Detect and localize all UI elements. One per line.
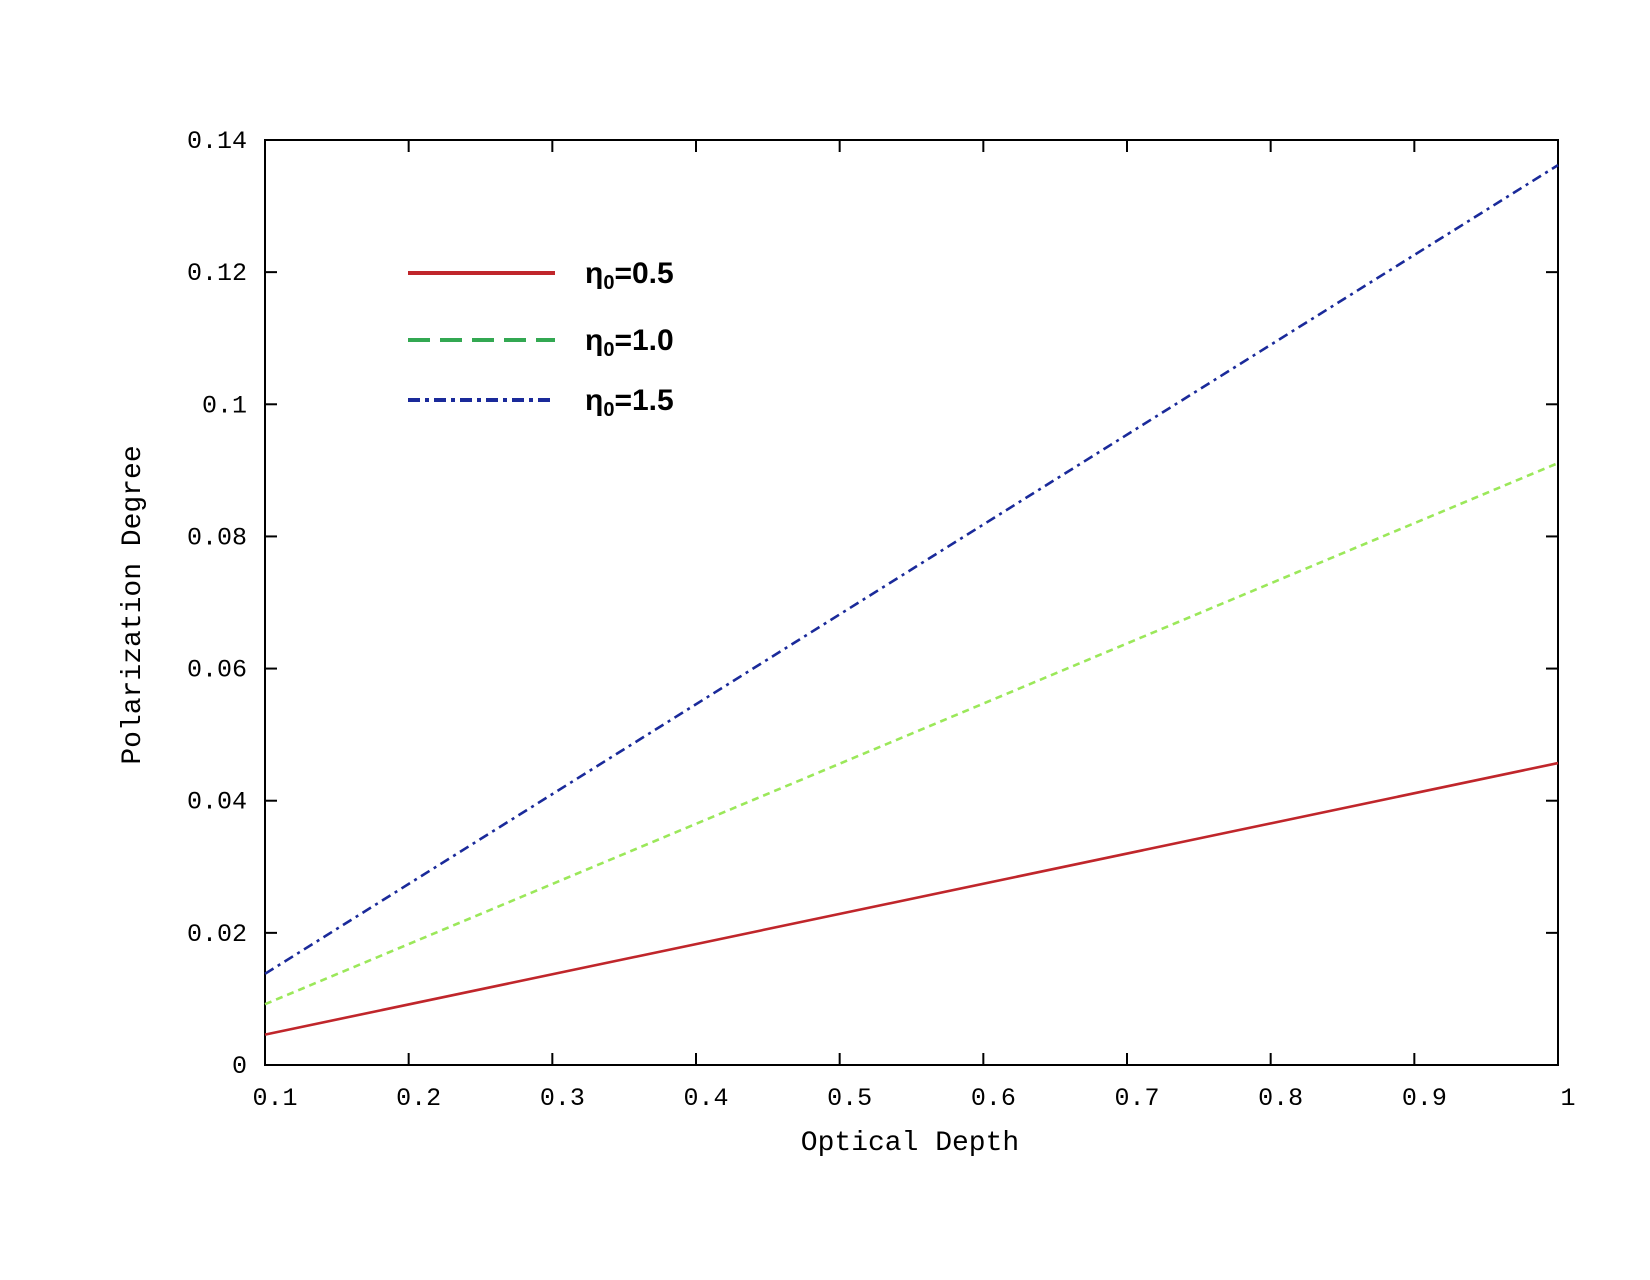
series-line-3	[264, 164, 1559, 975]
x-tick-label: 0.7	[1114, 1084, 1159, 1113]
y-axis-title: Polarization Degree	[118, 445, 149, 764]
y-tick-label: 0.14	[187, 127, 247, 156]
x-tick-label: 0.1	[252, 1084, 297, 1113]
y-tick-label: 0.06	[187, 656, 247, 685]
x-tick-label: 0.4	[683, 1084, 728, 1113]
y-tick-label: 0	[232, 1052, 247, 1081]
series-line-2	[264, 461, 1559, 1006]
legend-label-2: η0=1.0	[585, 324, 674, 361]
series-line-1	[264, 761, 1559, 1036]
x-tick-label: 1	[1560, 1084, 1575, 1113]
axis-ticks: 0.1 0.2 0.3 0.4 0.5 0.6 0.7 0.8 0.9 1 0 0.02 0.04 0.0…	[187, 127, 1576, 1113]
x-tick-label: 0.6	[971, 1084, 1016, 1113]
plot-area	[264, 139, 1559, 1066]
legend-label-1: η0=0.5	[585, 257, 674, 294]
x-tick-label: 0.9	[1402, 1084, 1447, 1113]
x-tick-label: 0.2	[396, 1084, 441, 1113]
x-tick-label: 0.8	[1258, 1084, 1303, 1113]
x-axis-title: Optical Depth	[801, 1128, 1019, 1159]
y-tick-label: 0.04	[187, 788, 247, 817]
y-tick-label: 0.02	[187, 920, 247, 949]
y-tick-label: 0.1	[202, 391, 247, 420]
x-tick-label: 0.5	[827, 1084, 872, 1113]
y-tick-label: 0.08	[187, 523, 247, 552]
y-tick-label: 0.12	[187, 259, 247, 288]
plot-border	[264, 139, 1559, 1066]
legend-label-3: η0=1.5	[585, 384, 674, 421]
series-lines	[264, 164, 1559, 1036]
x-tick-label: 0.3	[540, 1084, 585, 1113]
legend: η0=0.5 η0=1.0 η0=1.5	[408, 257, 674, 421]
